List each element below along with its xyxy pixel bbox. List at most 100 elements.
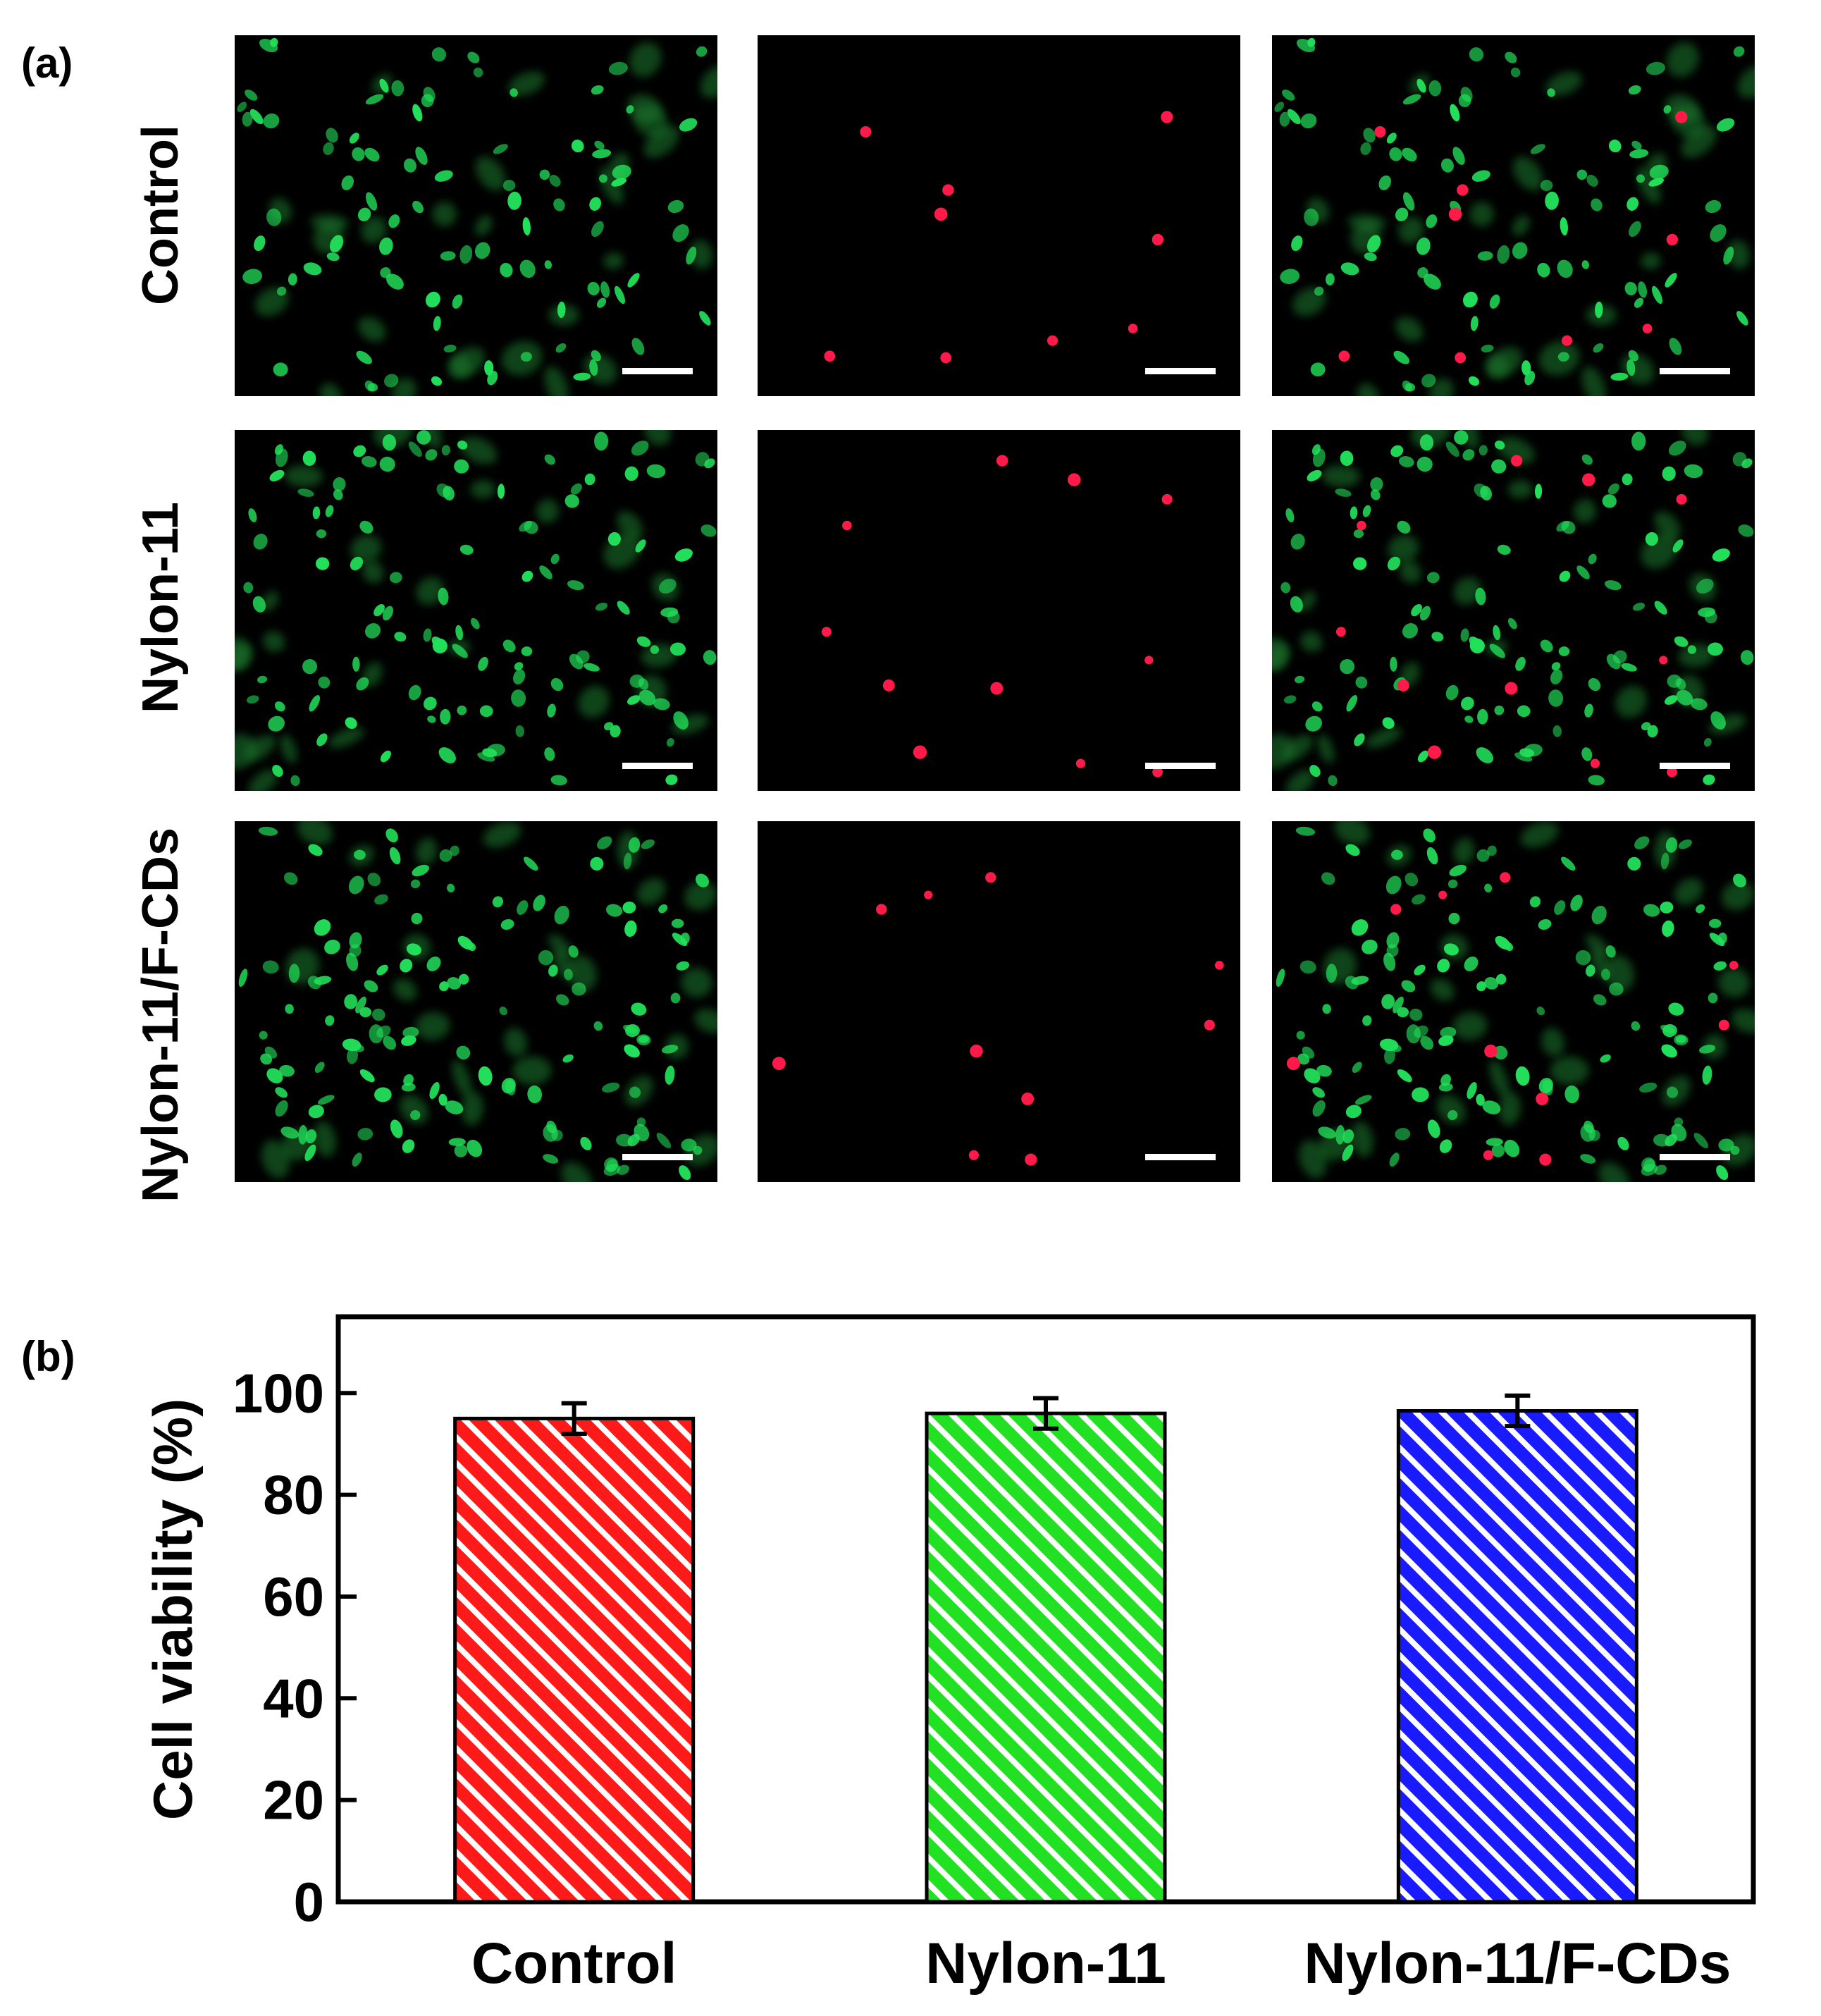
live-cell bbox=[594, 140, 605, 150]
live-cell bbox=[660, 607, 679, 617]
live-cell bbox=[1537, 262, 1550, 278]
live-cell bbox=[1684, 464, 1703, 479]
dead-cell bbox=[1590, 758, 1600, 768]
live-cell bbox=[478, 656, 488, 671]
live-cell bbox=[1411, 603, 1422, 617]
live-cell bbox=[614, 285, 625, 305]
live-cell bbox=[1296, 39, 1316, 53]
live-cell bbox=[1621, 663, 1637, 672]
live-cell bbox=[672, 224, 689, 242]
category-label: Nylon-11/F-CDs bbox=[1304, 1931, 1731, 1996]
live-cell bbox=[298, 1125, 308, 1145]
dead-cell bbox=[1025, 1153, 1037, 1166]
live-cell bbox=[1493, 1045, 1508, 1060]
live-cell bbox=[544, 454, 555, 465]
live-cell bbox=[546, 1120, 557, 1133]
live-cell bbox=[1489, 294, 1500, 309]
live-cell bbox=[1316, 1064, 1332, 1077]
live-cell bbox=[259, 39, 278, 53]
live-cell bbox=[380, 750, 391, 763]
live-cell bbox=[1460, 628, 1469, 642]
live-cell bbox=[266, 1068, 283, 1083]
live-cell bbox=[1517, 705, 1531, 718]
live-cell bbox=[347, 1047, 358, 1064]
live-cell bbox=[1515, 656, 1526, 671]
live-cell bbox=[473, 67, 483, 78]
live-cell bbox=[439, 849, 452, 862]
live-cell bbox=[1696, 904, 1705, 914]
dead-cell bbox=[996, 455, 1008, 467]
live-cell bbox=[1304, 208, 1319, 226]
live-cell-glow bbox=[1681, 430, 1709, 446]
live-cell bbox=[539, 565, 553, 579]
live-cell bbox=[696, 873, 710, 887]
live-cell bbox=[1311, 701, 1323, 712]
live-cell-glow bbox=[1453, 577, 1482, 606]
live-cell bbox=[352, 656, 360, 672]
live-cell bbox=[1648, 178, 1664, 187]
live-cell-glow bbox=[536, 499, 560, 524]
live-cell bbox=[1631, 140, 1642, 150]
live-cell bbox=[1674, 636, 1689, 647]
live-cell-glow bbox=[391, 378, 417, 396]
live-cell-glow bbox=[1727, 240, 1751, 269]
live-cell bbox=[597, 836, 612, 849]
category-label: Control bbox=[471, 1931, 677, 1996]
live-cell-glow bbox=[1550, 1056, 1589, 1086]
live-cell bbox=[1393, 996, 1404, 1014]
live-cell bbox=[1417, 267, 1428, 278]
live-cell bbox=[1426, 572, 1440, 584]
live-cell bbox=[1487, 845, 1497, 856]
live-cell-glow bbox=[1678, 644, 1715, 668]
live-cell bbox=[1416, 78, 1426, 93]
live-cell bbox=[584, 473, 595, 486]
live-cell bbox=[1540, 639, 1553, 653]
live-cell bbox=[539, 169, 550, 180]
live-cell bbox=[1423, 828, 1436, 843]
live-cell-glow bbox=[1395, 316, 1424, 342]
live-cell bbox=[408, 441, 422, 457]
live-cell bbox=[1391, 849, 1403, 860]
live-cell bbox=[355, 996, 366, 1014]
live-cell bbox=[1307, 469, 1322, 481]
live-cell bbox=[1419, 434, 1434, 451]
live-cell-glow bbox=[432, 202, 457, 227]
live-cell bbox=[431, 47, 447, 62]
live-cell bbox=[680, 932, 690, 945]
live-cell bbox=[479, 705, 493, 718]
live-cell bbox=[1491, 459, 1507, 474]
live-cell bbox=[608, 61, 628, 75]
live-cell bbox=[1469, 47, 1484, 62]
live-cell bbox=[1352, 557, 1367, 570]
dead-cell bbox=[940, 352, 952, 364]
live-cell-glow bbox=[1641, 252, 1661, 270]
live-cell bbox=[1738, 524, 1754, 537]
live-cell bbox=[467, 51, 480, 63]
live-cell-glow bbox=[1453, 837, 1475, 866]
live-cell bbox=[589, 359, 598, 376]
live-cell bbox=[264, 1046, 278, 1059]
live-cell bbox=[274, 444, 283, 455]
live-cell bbox=[1553, 725, 1562, 737]
live-cell-glow bbox=[1398, 216, 1424, 244]
live-cell bbox=[515, 725, 524, 737]
live-cell bbox=[401, 1035, 416, 1046]
live-cell bbox=[671, 918, 684, 928]
live-cell bbox=[1427, 1119, 1440, 1138]
y-tick-label: 40 bbox=[263, 1667, 324, 1729]
live-cell bbox=[1305, 715, 1322, 732]
live-cell bbox=[499, 1007, 508, 1016]
live-cell bbox=[604, 1157, 619, 1172]
live-cell bbox=[454, 1144, 468, 1157]
live-cell bbox=[564, 494, 579, 508]
live-cell bbox=[1627, 856, 1641, 871]
live-cell bbox=[1345, 976, 1359, 990]
scale-bar bbox=[1145, 1154, 1216, 1160]
live-cell bbox=[457, 441, 468, 450]
live-cell bbox=[341, 175, 354, 190]
live-cell bbox=[474, 242, 490, 259]
live-cell bbox=[554, 905, 569, 925]
live-cell bbox=[1712, 548, 1730, 562]
live-cell bbox=[433, 316, 441, 331]
live-cell bbox=[1424, 273, 1441, 290]
